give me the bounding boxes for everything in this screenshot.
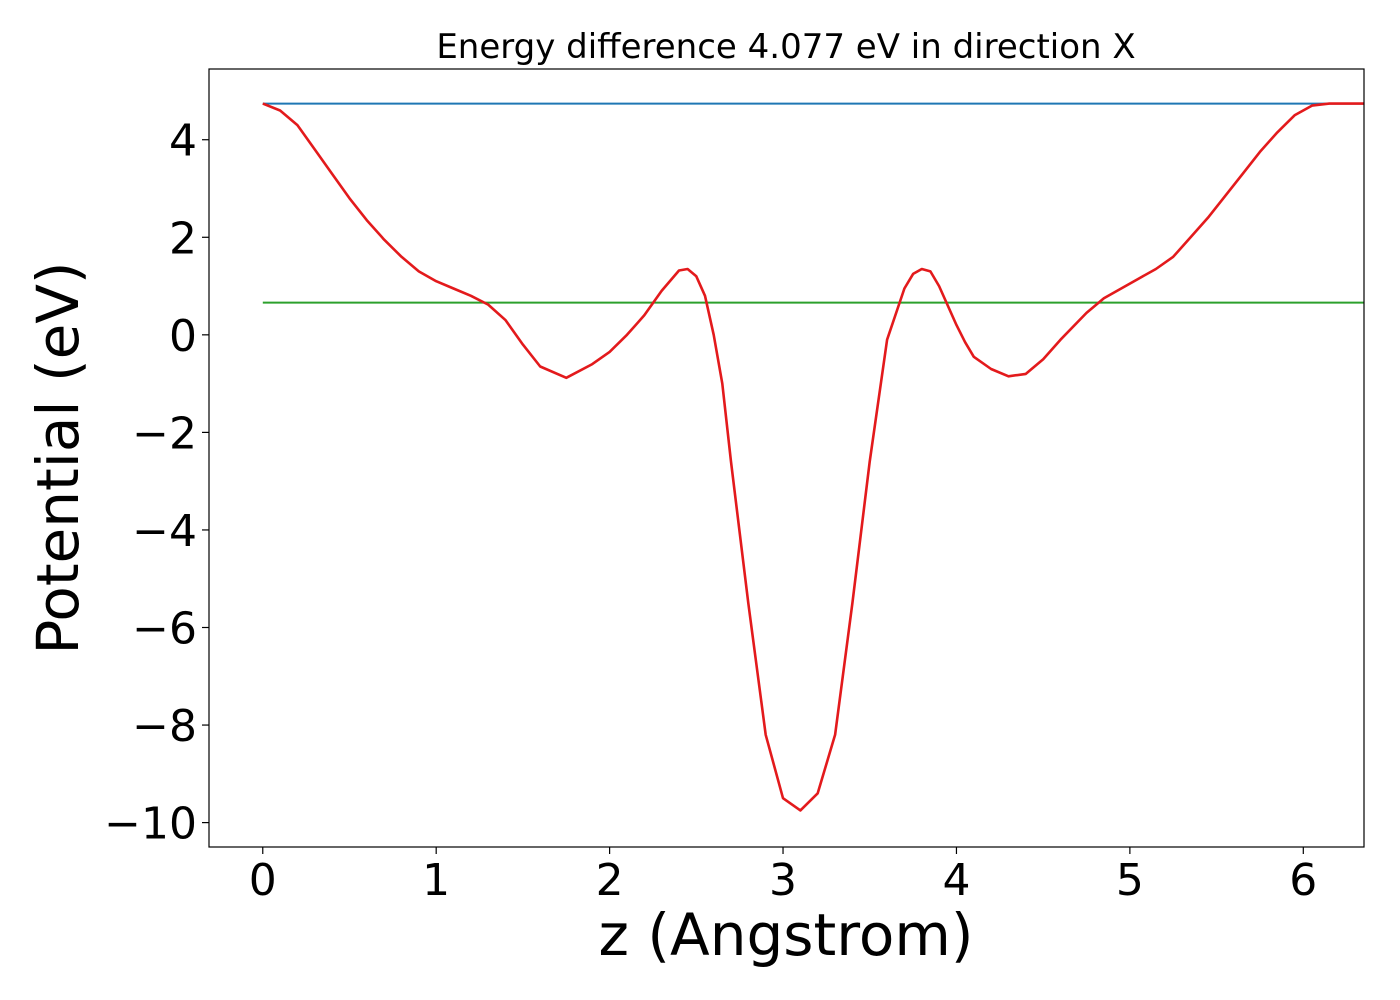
x-axis: 0 1 2 3 4 5 6 [249,847,1317,906]
plot-frame [208,68,1365,848]
x-tick-label: 4 [942,855,970,906]
x-tick-label: 3 [769,855,797,906]
y-tick-label: 2 [169,213,197,264]
y-tick-label: −6 [132,604,197,655]
y-tick-label: −2 [132,408,197,459]
x-tick-label: 6 [1289,855,1317,906]
y-tick-label: −4 [132,506,197,557]
x-tick-label: 5 [1116,855,1144,906]
x-tick-label: 2 [596,855,624,906]
x-tick-label: 1 [422,855,450,906]
series-layer [262,102,1364,812]
x-tick-label: 0 [249,855,277,906]
y-tick-label: 0 [169,311,197,362]
y-axis-label: Potential (eV) [24,261,92,654]
x-axis-label: z (Angstrom) [599,901,974,969]
y-axis: −10 −8 −6 −4 −2 0 2 4 [104,116,209,850]
chart-title: Energy difference 4.077 eV in direction … [436,27,1135,67]
series-line-2 [262,102,1364,812]
y-tick-label: −8 [132,701,197,752]
y-tick-label: −10 [104,799,197,850]
y-tick-label: 4 [169,116,197,167]
